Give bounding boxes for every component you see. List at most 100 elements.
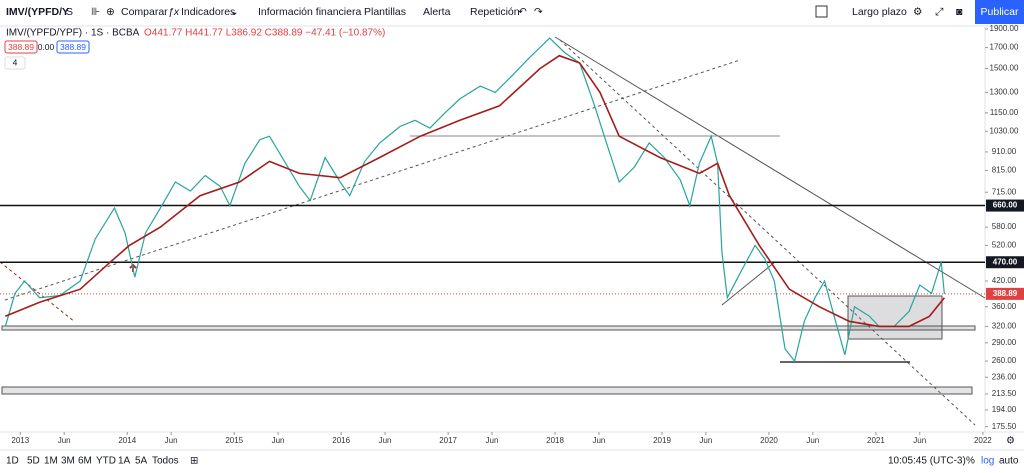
x-tick-label: Jun	[379, 436, 392, 445]
compare-icon[interactable]: ⊕	[106, 6, 115, 18]
y-tick-label: 320.00	[992, 322, 1017, 331]
timeframe[interactable]: Todos	[152, 456, 179, 467]
price-label-bg	[986, 199, 1024, 212]
layout-icon[interactable]	[815, 5, 828, 18]
x-tick-label: Jun	[58, 436, 71, 445]
x-tick-label: 2014	[118, 436, 136, 445]
log-toggle[interactable]: log	[981, 456, 994, 467]
spread: 0.00	[38, 42, 55, 52]
price-label: 660.00	[993, 201, 1018, 210]
y-tick-label: 194.00	[992, 405, 1017, 414]
y-tick-label: 1030.00	[990, 126, 1019, 135]
y-tick-label: 260.00	[992, 356, 1017, 365]
indicators[interactable]: Indicadores	[181, 6, 235, 18]
timeframe[interactable]: 6M	[78, 456, 92, 467]
y-tick-label: 1500.00	[990, 64, 1019, 73]
trend-line	[0, 261, 76, 323]
bid-box	[4, 40, 38, 54]
fullscreen-icon[interactable]: ⤢	[935, 6, 944, 18]
y-tick-label: 213.50	[992, 389, 1017, 398]
redo-icon[interactable]: ↷	[534, 6, 543, 18]
clock: 10:05:45 (UTC-3)	[888, 456, 966, 467]
price-label-bg	[986, 256, 1024, 269]
y-tick-label: 715.00	[992, 187, 1017, 196]
templates[interactable]: Plantillas	[364, 6, 406, 18]
timeframe[interactable]: 5A	[135, 456, 148, 467]
undo-icon[interactable]: ↶	[518, 6, 527, 18]
publish-button[interactable]	[975, 0, 1024, 24]
range-box	[1, 325, 976, 331]
y-tick-label: 910.00	[992, 147, 1017, 156]
symbol[interactable]: IMV/(YPFD/Y	[6, 6, 69, 18]
x-tick-label: Jun	[592, 436, 605, 445]
compare[interactable]: Comparar	[121, 6, 168, 18]
ask: 388.89	[60, 42, 86, 52]
timeframe[interactable]: 3M	[61, 456, 75, 467]
indicators-icon[interactable]: ƒx	[168, 6, 180, 18]
snapshot-icon[interactable]: ◙	[956, 6, 962, 18]
y-tick-label: 420.00	[992, 276, 1017, 285]
x-tick-label: 2016	[332, 436, 350, 445]
y-tick-label: 290.00	[992, 338, 1017, 347]
financials[interactable]: Información financiera	[258, 6, 361, 18]
y-tick-label: 360.00	[992, 302, 1017, 311]
dropdown-icon[interactable]: ⌄	[230, 6, 239, 18]
alert[interactable]: Alerta	[423, 6, 451, 18]
x-tick-label: 2020	[760, 436, 778, 445]
x-tick-label: 2022	[974, 436, 992, 445]
x-tick-label: 2013	[11, 436, 29, 445]
moving-average	[4, 54, 946, 328]
bid: 388.89	[8, 42, 34, 52]
trend-line	[559, 39, 976, 426]
date-range-icon[interactable]: ⊞	[190, 456, 198, 467]
last-price-bg	[986, 287, 1024, 300]
timeframe[interactable]: YTD	[96, 456, 116, 467]
x-tick-label: Jun	[165, 436, 178, 445]
y-tick-label: 815.00	[992, 165, 1017, 174]
timeframe[interactable]: 5D	[27, 456, 40, 467]
x-tick-label: Jun	[272, 436, 285, 445]
y-tick-label: 1700.00	[990, 43, 1019, 52]
percent-toggle[interactable]: %	[966, 456, 975, 467]
y-tick-label: 580.00	[992, 222, 1017, 231]
ask-box	[56, 40, 90, 54]
trend-line	[554, 36, 986, 299]
range-box	[1, 386, 973, 395]
layout[interactable]: Largo plazo	[852, 6, 907, 18]
timeframe[interactable]: 1M	[44, 456, 58, 467]
publish[interactable]: Publicar	[981, 6, 1019, 18]
settings-icon[interactable]: ⚙	[913, 6, 922, 18]
last-price-label: 388.89	[993, 289, 1018, 298]
y-tick-label: 236.00	[992, 372, 1017, 381]
trend-line	[4, 59, 741, 301]
chart-type-icon[interactable]: ⊪	[91, 6, 100, 18]
price-line-series	[4, 37, 945, 363]
indicator-toggle[interactable]	[4, 56, 26, 70]
y-tick-label: 1900.00	[990, 24, 1019, 33]
timeframe[interactable]: 1A	[118, 456, 131, 467]
y-tick-label: 520.00	[992, 240, 1017, 249]
toolbar	[0, 0, 1024, 26]
timeframe[interactable]: 1D	[6, 456, 19, 467]
trend-line	[721, 261, 776, 306]
x-tick-label: Jun	[486, 436, 499, 445]
x-tick-label: 2015	[225, 436, 243, 445]
legend-title: IMV/(YPFD/YPF) · 1S · BCBA	[6, 28, 140, 39]
auto-toggle[interactable]: auto	[999, 456, 1019, 467]
y-tick-label: 1150.00	[990, 108, 1019, 117]
legend-ohlc: O441.77 H441.77 L386.92 C388.89 −47.41 (…	[144, 28, 385, 39]
price-label: 470.00	[993, 257, 1018, 266]
x-tick-label: 2019	[653, 436, 671, 445]
x-tick-label: Jun	[913, 436, 926, 445]
axis-settings-icon[interactable]: ⚙	[1006, 436, 1015, 447]
replay[interactable]: Repetición	[470, 6, 520, 18]
interval[interactable]: S	[66, 6, 73, 18]
x-tick-label: Jun	[699, 436, 712, 445]
y-tick-label: 1300.00	[990, 88, 1019, 97]
y-tick-label: 175.50	[992, 422, 1017, 431]
x-tick-label: 2021	[867, 436, 885, 445]
x-tick-label: 2018	[546, 436, 564, 445]
indicator-count[interactable]: 4	[13, 57, 18, 67]
x-tick-label: Jun	[806, 436, 819, 445]
